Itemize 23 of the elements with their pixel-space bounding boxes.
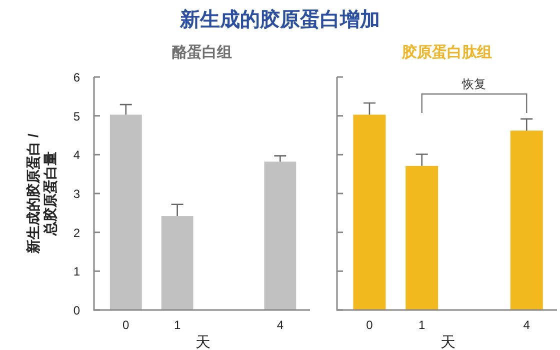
y-tick-label: 6	[73, 70, 80, 84]
annotation: 恢复	[461, 77, 486, 91]
x-tick-label: 0	[122, 318, 130, 332]
x-tick-label: 1	[418, 318, 426, 332]
chart-subtitle: 酪蛋白组	[172, 44, 232, 61]
chart-subtitle: 胶原蛋白肽组	[401, 43, 492, 61]
y-axis-title: 新生成的胶原蛋白 / 总胶原蛋白量	[25, 134, 58, 254]
x-axis-title: 天	[196, 334, 211, 350]
x-tick-label: 1	[174, 318, 181, 332]
x-tick-label: 4	[523, 318, 530, 332]
y-tick-label: 2	[73, 226, 80, 240]
y-tick-label: 3	[73, 187, 80, 201]
y-tick-label: 4	[73, 148, 80, 162]
y-tick-label: 1	[73, 264, 80, 279]
bar	[161, 216, 194, 310]
y-tick-label: 0	[73, 304, 80, 318]
x-axis-title: 天	[440, 334, 456, 350]
x-tick-label: 0	[366, 318, 374, 332]
y-tick-label: 5	[73, 109, 80, 124]
x-tick-label: 4	[276, 318, 284, 332]
bar	[110, 114, 142, 310]
chart-title: 新生成的胶原蛋白增加	[179, 8, 380, 31]
bar	[264, 162, 296, 310]
